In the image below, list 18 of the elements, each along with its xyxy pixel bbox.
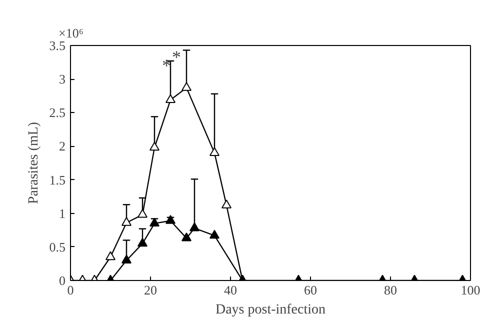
y-tick-label: 3.5 xyxy=(49,38,66,53)
y-tick-label: 0.5 xyxy=(49,239,66,254)
x-tick-label: 80 xyxy=(384,282,397,298)
annotation: * xyxy=(162,56,171,76)
y-tick-label: 2 xyxy=(59,138,66,154)
x-tick-label: 20 xyxy=(144,282,157,298)
x-tick-label: 40 xyxy=(224,282,237,298)
y-tick-label: 0 xyxy=(59,273,66,288)
x-axis-title: Days post-infection xyxy=(215,302,326,318)
y-tick-label: 1 xyxy=(59,206,66,221)
annotation: * xyxy=(172,46,181,67)
y-tick-label: 3 xyxy=(59,72,66,87)
y-tick-label: 2.5 xyxy=(49,105,66,120)
x-tick-label: 60 xyxy=(304,282,317,298)
x-tick-label: 100 xyxy=(460,282,480,298)
text: ×10⁶ xyxy=(58,26,84,40)
y-tick-label: 1.5 xyxy=(49,172,66,188)
y-axis-title: Parasites (mL) xyxy=(26,122,42,204)
